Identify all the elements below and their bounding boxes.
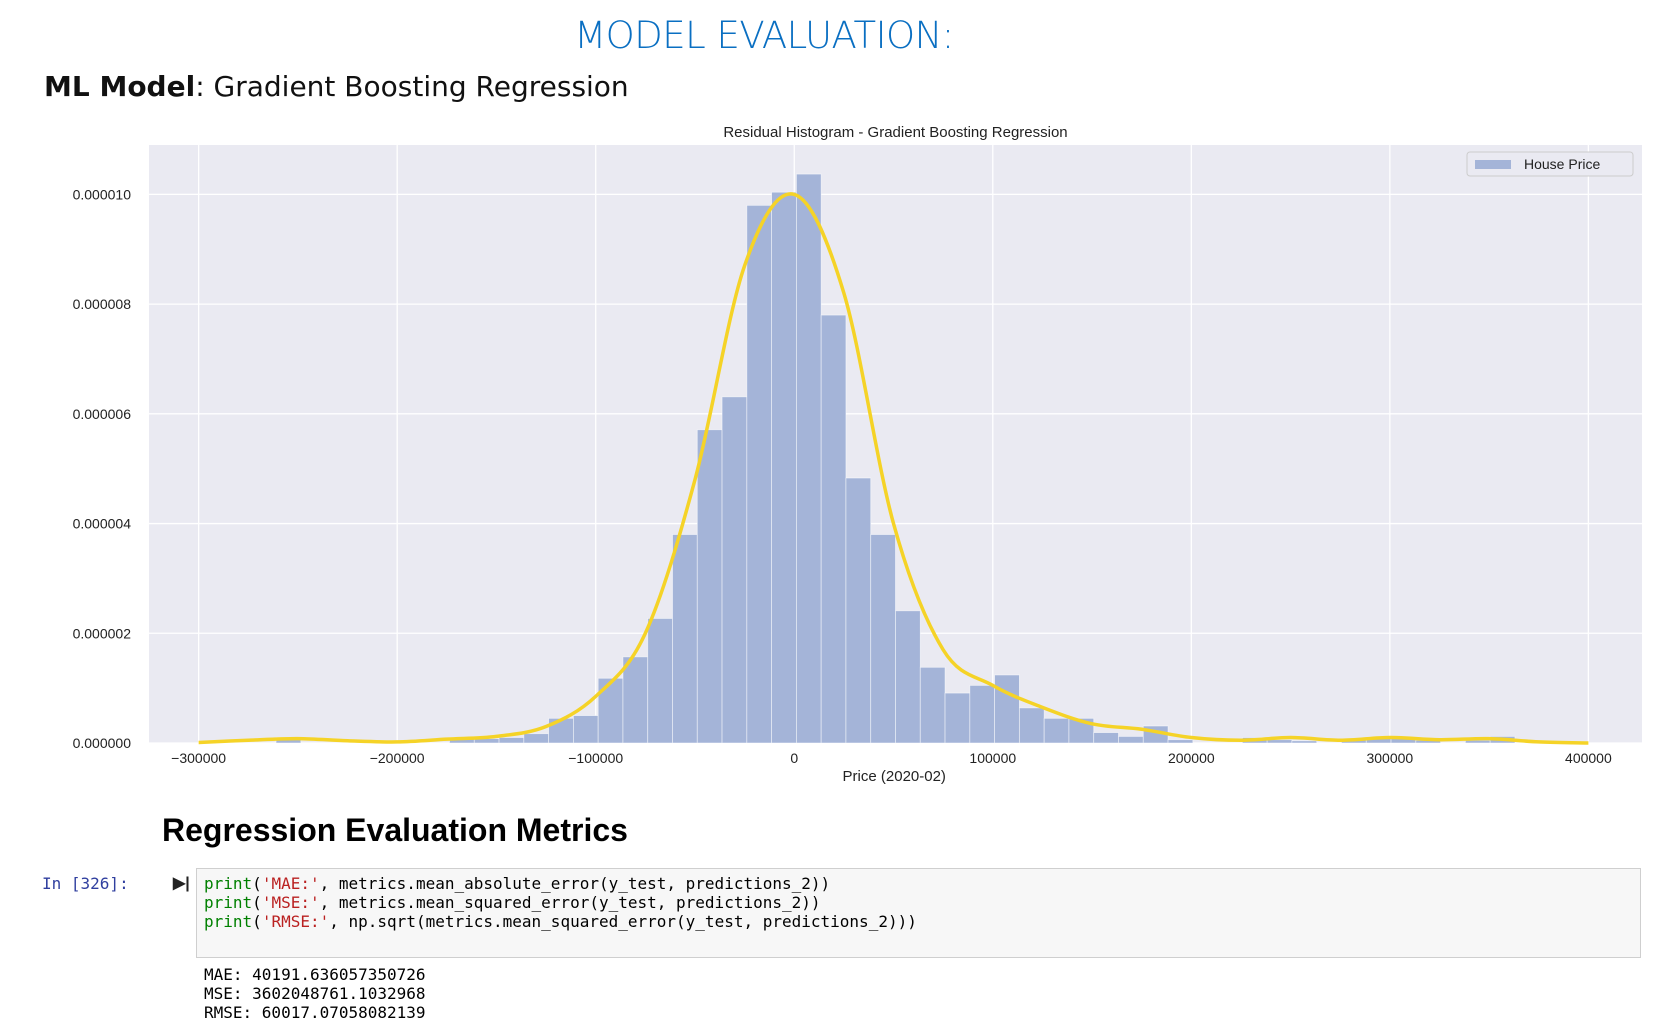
code-token: , metrics.mean_absolute_error(y_test, pr… <box>319 874 831 893</box>
chart-title: Residual Histogram - Gradient Boosting R… <box>723 124 1067 141</box>
page-title: MODEL EVALUATION: <box>574 14 954 57</box>
output-line: MSE: 3602048761.1032968 <box>204 984 426 1003</box>
model-label: ML Model <box>44 70 196 103</box>
kde-line <box>198 192 1589 745</box>
histogram-bar <box>820 314 847 744</box>
histogram-bar <box>672 534 698 744</box>
code-token: , np.sqrt(metrics.mean_squared_error(y_t… <box>329 912 917 931</box>
y-tick-label: 0.000000 <box>73 735 132 751</box>
code-token: 'RMSE:' <box>261 912 330 931</box>
y-tick-label: 0.000002 <box>73 625 132 641</box>
code-line: print('MAE:', metrics.mean_absolute_erro… <box>204 874 917 893</box>
histogram-bar <box>1167 739 1194 744</box>
histogram-bar <box>919 666 946 744</box>
code-token: 'MSE:' <box>261 893 320 912</box>
code-token: ( <box>252 912 262 931</box>
x-tick-label: 400000 <box>1565 750 1612 766</box>
histogram-bar <box>721 396 748 744</box>
code-token: , metrics.mean_squared_error(y_test, pre… <box>319 893 821 912</box>
x-tick-label: −100000 <box>568 750 623 766</box>
x-tick-label: 100000 <box>969 750 1016 766</box>
code-token: print <box>204 893 253 912</box>
run-icon[interactable]: ▶| <box>173 875 190 892</box>
code-cell[interactable] <box>196 868 1641 958</box>
y-tick-label: 0.000010 <box>73 186 132 202</box>
histogram-bar <box>771 191 797 744</box>
histogram-bar <box>647 618 673 744</box>
histogram-bar <box>523 733 550 744</box>
histogram-bar <box>1093 732 1119 744</box>
histogram-bar <box>572 715 599 744</box>
histogram-bar <box>622 656 649 744</box>
code-line: print('RMSE:', np.sqrt(metrics.mean_squa… <box>204 912 917 931</box>
code-token: ( <box>252 893 262 912</box>
model-line: ML Model: Gradient Boosting Regression <box>44 70 629 103</box>
code-token: 'MAE:' <box>261 874 320 893</box>
histogram-bar <box>597 677 624 744</box>
model-value: : Gradient Boosting Regression <box>195 70 629 103</box>
histogram-bar <box>498 737 525 744</box>
x-tick-label: 300000 <box>1366 750 1413 766</box>
output-line: MAE: 40191.636057350726 <box>204 965 426 984</box>
legend-box <box>1466 151 1634 177</box>
code-token: ( <box>252 874 262 893</box>
histogram-bar <box>1018 707 1045 744</box>
chart: Residual Histogram - Gradient Boosting R… <box>73 124 1642 785</box>
x-tick-label: −200000 <box>370 750 425 766</box>
legend-swatch <box>1475 160 1511 169</box>
histogram-bar <box>994 674 1020 744</box>
output-line: RMSE: 60017.07058082139 <box>204 1003 426 1022</box>
histogram-bar <box>746 204 773 744</box>
x-tick-label: 200000 <box>1168 750 1215 766</box>
code-token: print <box>204 912 253 931</box>
x-tick-label: 0 <box>790 750 798 766</box>
output-lines: MAE: 40191.636057350726 MSE: 3602048761.1… <box>204 965 426 1022</box>
section-title: Regression Evaluation Metrics <box>162 812 628 848</box>
x-tick-label: −300000 <box>171 750 226 766</box>
y-tick-label: 0.000004 <box>73 516 132 532</box>
y-tick-label: 0.000006 <box>73 406 132 422</box>
histogram-bar <box>1291 740 1318 744</box>
histogram-bar <box>870 534 896 744</box>
code-token: print <box>204 874 253 893</box>
histogram-bar <box>1118 736 1144 744</box>
histogram-bar <box>1043 717 1070 744</box>
histogram-bar <box>895 610 921 744</box>
histogram-bar <box>696 429 723 744</box>
x-axis-label: Price (2020-02) <box>843 768 946 785</box>
histogram-bar <box>969 684 996 744</box>
y-tick-label: 0.000008 <box>73 296 132 312</box>
histogram-bar <box>795 173 822 744</box>
cell-prompt: In [326]: <box>42 874 129 893</box>
legend-label: House Price <box>1524 156 1600 172</box>
code-line: print('MSE:', metrics.mean_squared_error… <box>204 893 917 912</box>
histogram-bar <box>1464 739 1491 744</box>
code-lines: print('MAE:', metrics.mean_absolute_erro… <box>204 874 917 931</box>
histogram-bar <box>944 692 971 744</box>
histogram-bar <box>845 477 872 744</box>
